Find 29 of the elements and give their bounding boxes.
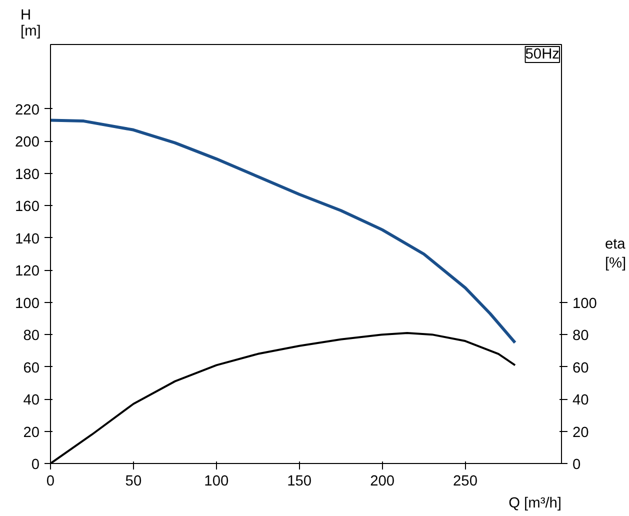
y-tick-label: 60 bbox=[23, 360, 40, 376]
x-axis-title: Q [m³/h] bbox=[508, 496, 562, 512]
x-tick-label: 200 bbox=[370, 474, 395, 490]
y2-tick-label: 40 bbox=[572, 392, 589, 409]
x-tick-label: 0 bbox=[46, 474, 55, 490]
y2-axis-title: eta [%] bbox=[604, 236, 626, 272]
x-tick-label: 150 bbox=[287, 474, 312, 490]
y2-tick-label: 60 bbox=[572, 360, 589, 376]
annotation: 50Hz bbox=[525, 46, 560, 62]
y-axis-title: H [m] bbox=[20, 8, 41, 40]
y-tick-label: 140 bbox=[15, 231, 40, 248]
y-tick-label: 20 bbox=[23, 424, 40, 441]
y-tick-label: 120 bbox=[15, 264, 40, 280]
x-tick-label: 250 bbox=[453, 474, 478, 490]
x-tick-label: 50 bbox=[125, 474, 142, 490]
y2-tick-label: 0 bbox=[572, 457, 581, 473]
y2-tick-label: 100 bbox=[572, 296, 597, 312]
y-tick-label: 100 bbox=[15, 296, 40, 312]
y-tick-label: 80 bbox=[23, 328, 40, 344]
y-tick-label: 160 bbox=[15, 199, 40, 216]
x-tick-label: 100 bbox=[204, 474, 229, 490]
y2-tick-label: 20 bbox=[572, 424, 589, 441]
y2-tick-label: 80 bbox=[572, 328, 589, 344]
line-series bbox=[50, 118, 517, 344]
y-tick-label: 220 bbox=[15, 102, 40, 118]
y-tick-label: 180 bbox=[15, 166, 40, 183]
y-tick-label: 200 bbox=[15, 134, 40, 151]
y-tick-label: 40 bbox=[23, 392, 40, 409]
y-tick-label: 0 bbox=[31, 457, 40, 473]
